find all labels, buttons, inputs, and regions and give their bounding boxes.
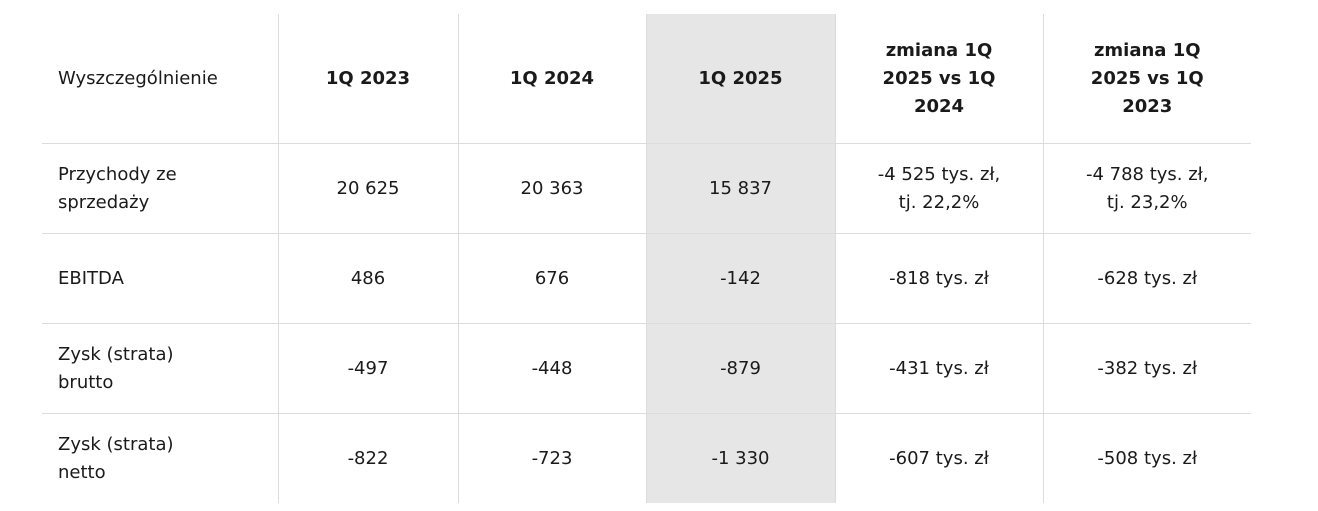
data-cell: -448 <box>457 323 646 414</box>
cell-text: zmiana 1Q 2025 vs 1Q 2023 <box>1090 39 1204 117</box>
header-cell: 1Q 2023 <box>277 14 458 144</box>
data-cell: -879 <box>645 323 835 414</box>
cell-text: -1 330 <box>711 447 770 469</box>
header-cell: zmiana 1Q 2025 vs 1Q 2023 <box>1042 14 1251 144</box>
cell-text: -4 788 tys. zł, tj. 23,2% <box>1085 163 1209 213</box>
row-label: Zysk (strata) netto <box>42 413 278 503</box>
cell-text: -497 <box>347 357 389 379</box>
results-table: Wyszczególnienie 1Q 2023 1Q 2024 1Q 2025 zmi… <box>42 14 1251 503</box>
cell-text: Przychody ze sprzedaży <box>58 163 177 213</box>
data-cell: -508 tys. zł <box>1042 413 1251 503</box>
cell-text: -142 <box>720 267 761 289</box>
cell-text: -723 <box>531 447 573 469</box>
data-cell: 20 625 <box>277 143 458 234</box>
cell-text: 20 625 <box>336 177 400 199</box>
cell-text: Zysk (strata) brutto <box>58 343 174 393</box>
header-cell: 1Q 2025 <box>645 14 835 144</box>
cell-text: Zysk (strata) netto <box>58 433 174 483</box>
cell-text: 1Q 2025 <box>698 67 783 89</box>
cell-text: Wyszczególnienie <box>58 67 218 89</box>
cell-text: 1Q 2023 <box>325 67 411 89</box>
table-row: Zysk (strata) netto -822 -723 -1 330 -607 ty… <box>42 413 1251 503</box>
cell-text: -628 tys. zł <box>1097 267 1198 289</box>
cell-text: 486 <box>350 267 386 289</box>
cell-text: -431 tys. zł <box>889 357 989 379</box>
data-cell: -431 tys. zł <box>834 323 1043 414</box>
header-cell: 1Q 2024 <box>457 14 646 144</box>
cell-text: -448 <box>531 357 573 379</box>
cell-text: 676 <box>534 267 570 289</box>
data-cell: -497 <box>277 323 458 414</box>
data-cell: -142 <box>645 233 835 324</box>
cell-text: -879 <box>720 357 761 379</box>
cell-text: EBITDA <box>58 267 124 289</box>
cell-text: -822 <box>347 447 389 469</box>
data-cell: 20 363 <box>457 143 646 234</box>
data-cell: -723 <box>457 413 646 503</box>
data-cell: 15 837 <box>645 143 835 234</box>
data-cell: -822 <box>277 413 458 503</box>
data-cell: -1 330 <box>645 413 835 503</box>
table-row: Przychody ze sprzedaży 20 625 20 363 15 837… <box>42 143 1251 234</box>
cell-text: 20 363 <box>520 177 584 199</box>
data-cell: -607 tys. zł <box>834 413 1043 503</box>
header-cell: Wyszczególnienie <box>42 14 278 144</box>
table-body: Przychody ze sprzedaży 20 625 20 363 15 837… <box>42 143 1251 503</box>
cell-text: -4 525 tys. zł, tj. 22,2% <box>877 163 1001 213</box>
data-cell: -628 tys. zł <box>1042 233 1251 324</box>
cell-text: 1Q 2024 <box>509 67 595 89</box>
data-cell: -382 tys. zł <box>1042 323 1251 414</box>
header-row: Wyszczególnienie 1Q 2023 1Q 2024 1Q 2025 zmi… <box>42 14 1251 144</box>
cell-text: -607 tys. zł <box>889 447 989 469</box>
data-cell: 676 <box>457 233 646 324</box>
data-cell: -4 788 tys. zł, tj. 23,2% <box>1042 143 1251 234</box>
header-cell: zmiana 1Q 2025 vs 1Q 2024 <box>834 14 1043 144</box>
cell-text: zmiana 1Q 2025 vs 1Q 2024 <box>882 39 996 117</box>
table-row: EBITDA 486 676 -142 -818 tys. zł -628 tys. zł <box>42 233 1251 324</box>
cell-text: -818 tys. zł <box>889 267 989 289</box>
data-cell: -4 525 tys. zł, tj. 22,2% <box>834 143 1043 234</box>
cell-text: -382 tys. zł <box>1097 357 1198 379</box>
cell-text: -508 tys. zł <box>1097 447 1198 469</box>
row-label: EBITDA <box>42 233 278 324</box>
table-row: Zysk (strata) brutto -497 -448 -879 -431 tys… <box>42 323 1251 414</box>
data-cell: -818 tys. zł <box>834 233 1043 324</box>
data-cell: 486 <box>277 233 458 324</box>
row-label: Zysk (strata) brutto <box>42 323 278 414</box>
cell-text: 15 837 <box>709 177 772 199</box>
row-label: Przychody ze sprzedaży <box>42 143 278 234</box>
